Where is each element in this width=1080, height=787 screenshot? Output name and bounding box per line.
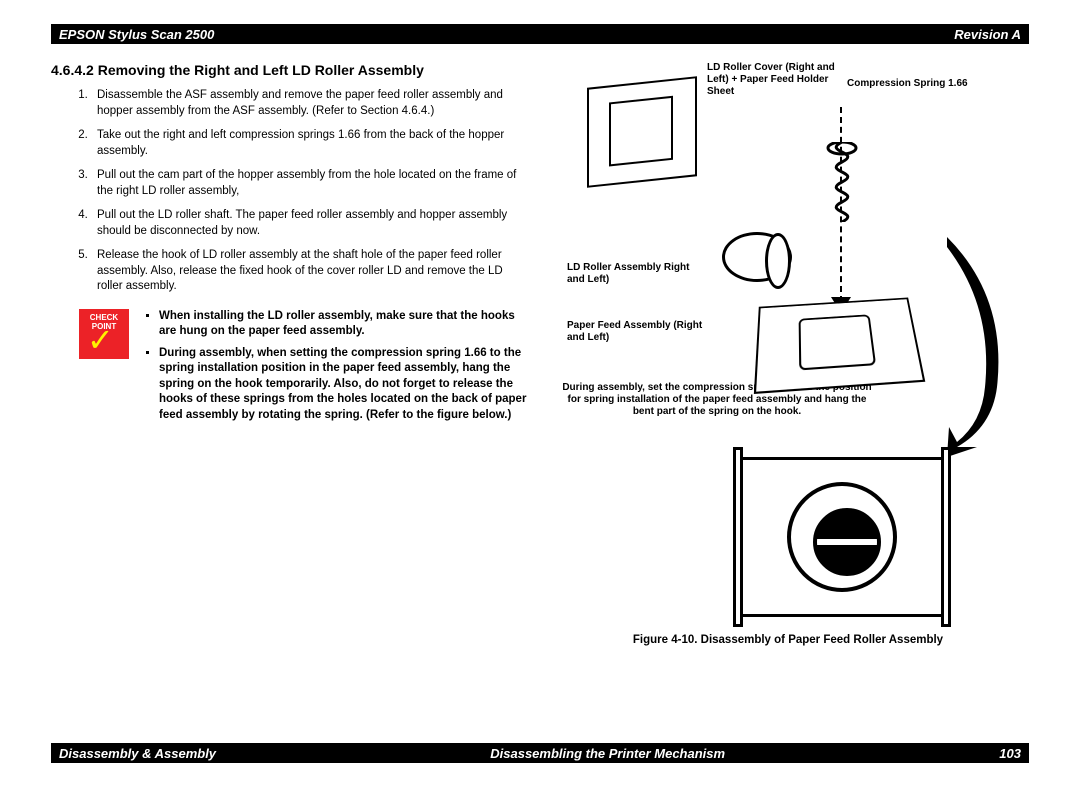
footer-left: Disassembly & Assembly — [59, 746, 216, 761]
label-roller: LD Roller Assembly Right and Left) — [567, 262, 697, 286]
label-spring: Compression Spring 1.66 — [847, 78, 997, 90]
checkpoint-bullet: When installing the LD roller assembly, … — [159, 309, 531, 340]
sketch-feed-icon — [754, 297, 925, 394]
step-item: Disassemble the ASF assembly and remove … — [91, 88, 531, 119]
footer-right: 103 — [999, 746, 1021, 761]
header-bar: EPSON Stylus Scan 2500 Revision A — [51, 24, 1029, 44]
figure-caption: Figure 4-10. Disassembly of Paper Feed R… — [547, 634, 1029, 646]
step-item: Release the hook of LD roller assembly a… — [91, 248, 531, 295]
checkmark-icon: ✓ — [87, 321, 114, 359]
step-item: Take out the right and left compression … — [91, 128, 531, 159]
assembly-dash-line — [840, 107, 842, 302]
page-content: 4.6.4.2 Removing the Right and Left LD R… — [51, 44, 1029, 622]
section-title: 4.6.4.2 Removing the Right and Left LD R… — [51, 62, 531, 78]
sketch-assembled-icon — [737, 457, 947, 617]
step-item: Pull out the LD roller shaft. The paper … — [91, 208, 531, 239]
header-right: Revision A — [954, 27, 1021, 42]
checkpoint-bullets: When installing the LD roller assembly, … — [159, 309, 531, 430]
big-curved-arrow-icon — [927, 237, 1007, 457]
sketch-roller-icon — [707, 222, 797, 302]
sketch-cover-icon — [587, 76, 697, 188]
label-feed: Paper Feed Assembly (Right and Left) — [567, 320, 707, 344]
sketch-spring-icon — [822, 142, 862, 222]
exploded-diagram: LD Roller Cover (Right and Left) + Paper… — [547, 62, 1017, 622]
steps-list: Disassemble the ASF assembly and remove … — [91, 88, 531, 295]
left-column: 4.6.4.2 Removing the Right and Left LD R… — [51, 62, 541, 622]
checkpoint-block: CHECK POINT ✓ When installing the LD rol… — [51, 309, 531, 430]
header-left: EPSON Stylus Scan 2500 — [59, 27, 214, 42]
step-item: Pull out the cam part of the hopper asse… — [91, 168, 531, 199]
right-column: LD Roller Cover (Right and Left) + Paper… — [541, 62, 1029, 622]
footer-bar: Disassembly & Assembly Disassembling the… — [51, 743, 1029, 763]
checkpoint-bullet: During assembly, when setting the compre… — [159, 346, 531, 424]
checkpoint-badge: CHECK POINT ✓ — [79, 309, 129, 359]
label-cover: LD Roller Cover (Right and Left) + Paper… — [707, 62, 837, 98]
figure-area: LD Roller Cover (Right and Left) + Paper… — [547, 62, 1029, 622]
footer-center: Disassembling the Printer Mechanism — [490, 746, 725, 761]
